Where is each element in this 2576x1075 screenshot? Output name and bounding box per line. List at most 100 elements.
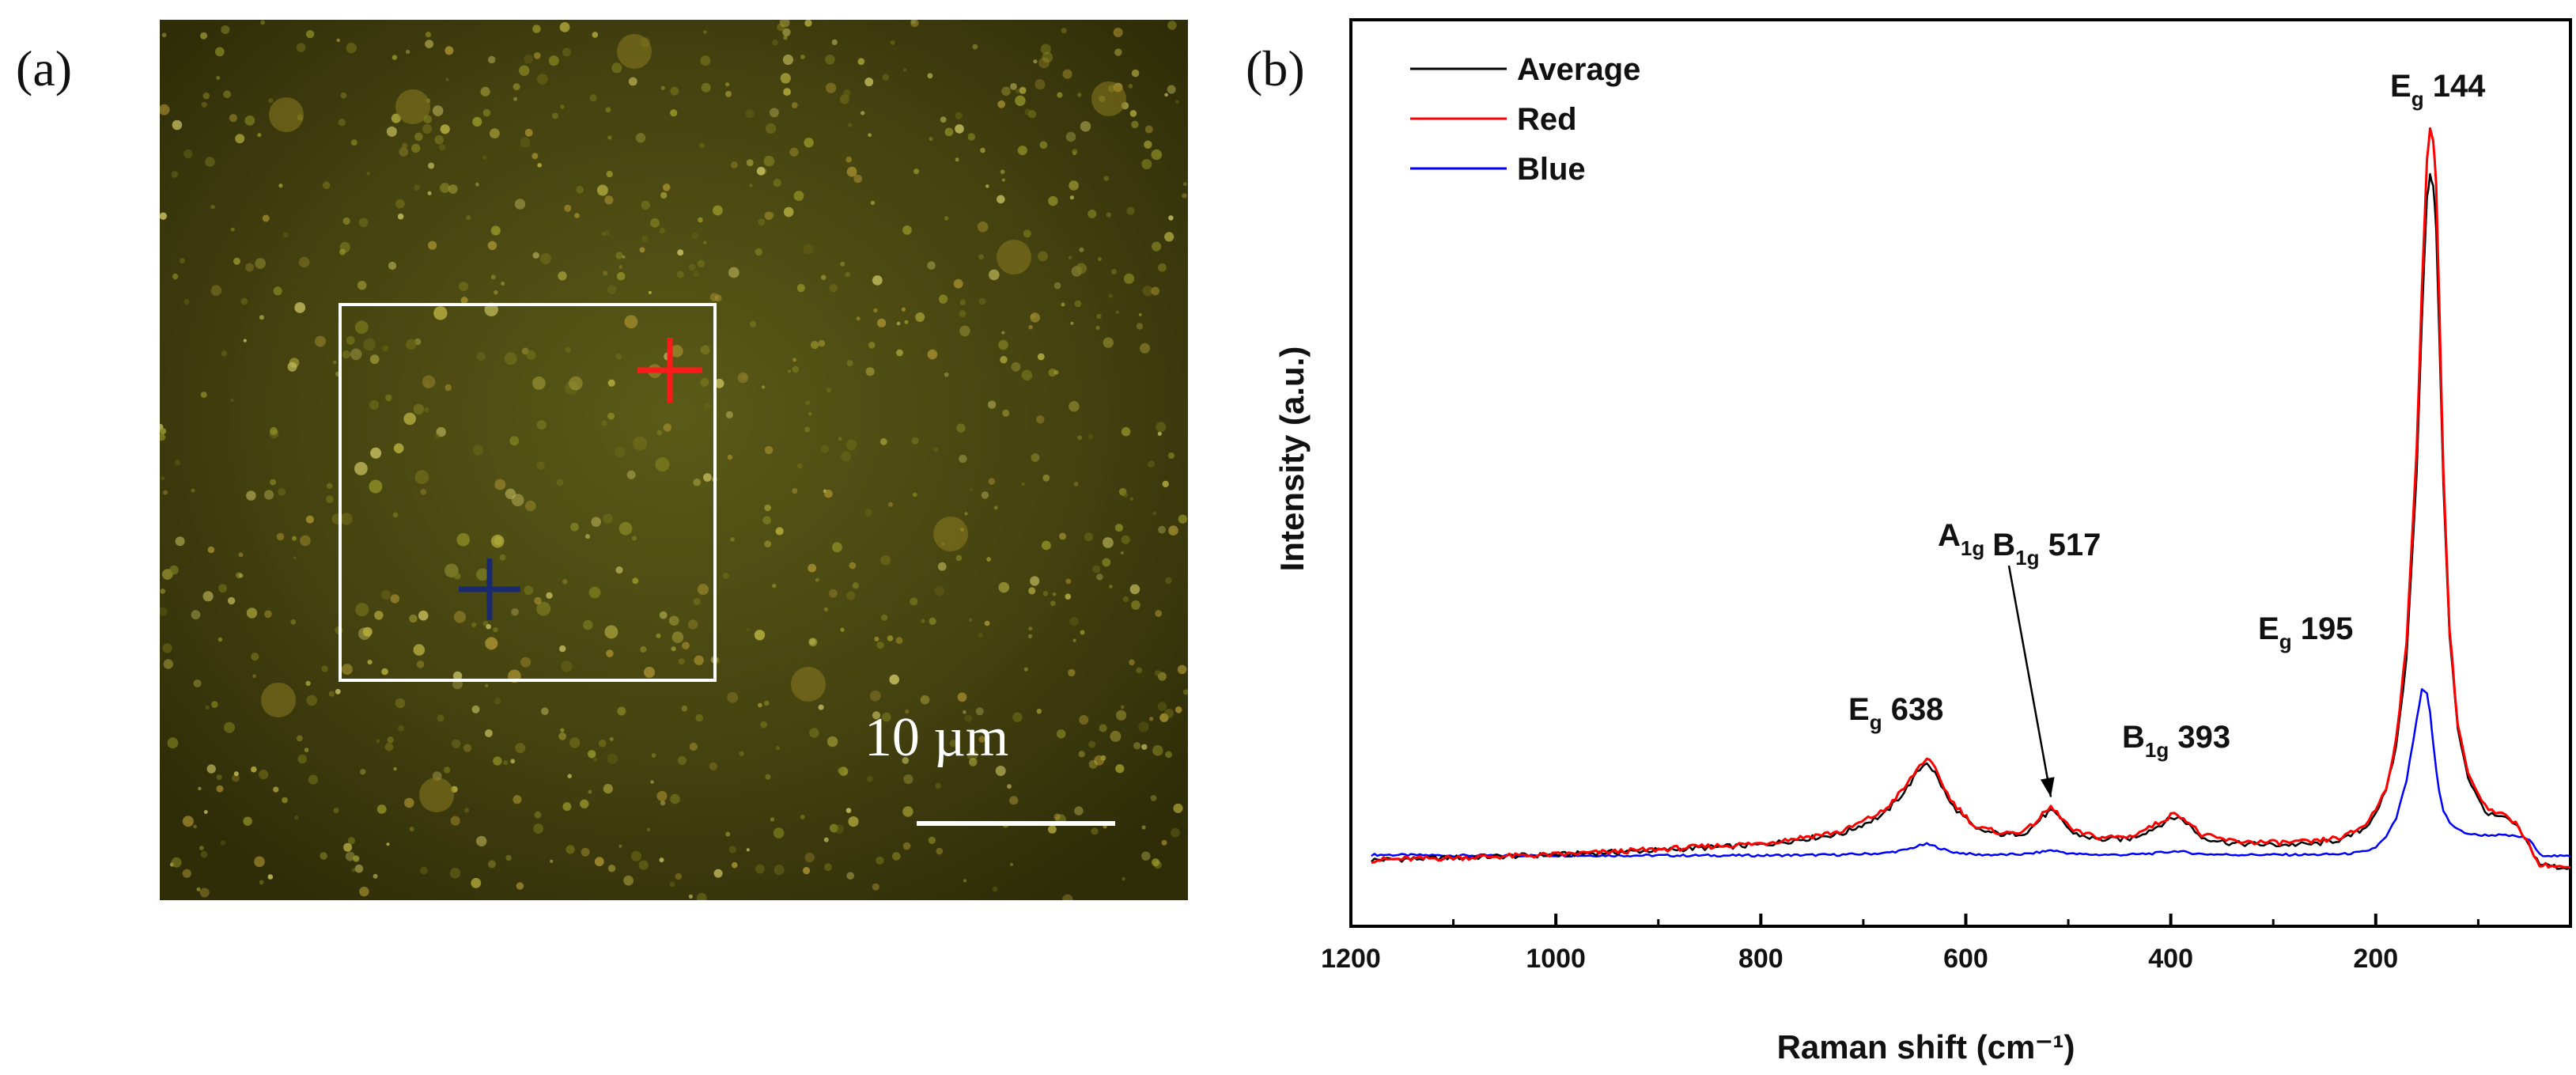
bright-blob [997, 240, 1031, 274]
speckle [567, 774, 572, 778]
speckle [725, 831, 731, 837]
speckle [1016, 89, 1021, 93]
speckle [697, 259, 705, 268]
speckle [902, 225, 912, 235]
speckle [968, 618, 973, 623]
speckle [700, 377, 709, 387]
speckle [1175, 100, 1179, 104]
speckle [845, 271, 851, 278]
speckle [338, 119, 346, 127]
speckle [867, 775, 873, 782]
speckle [628, 77, 637, 86]
speckle [852, 582, 859, 589]
speckle [355, 603, 369, 617]
speckle [693, 478, 701, 486]
speckle [921, 619, 925, 623]
speckle [305, 515, 314, 524]
x-tick-label: 200 [2353, 944, 2398, 974]
speckle [874, 636, 879, 642]
speckle [382, 345, 389, 352]
speckle [493, 627, 498, 633]
speckle [1074, 806, 1084, 816]
speckle [978, 297, 986, 305]
speckle [562, 802, 572, 812]
speckle [360, 769, 366, 775]
speckle [644, 666, 655, 678]
speckle [218, 584, 227, 593]
speckle [516, 882, 524, 890]
speckle [534, 811, 542, 819]
speckle [911, 437, 919, 445]
speckle [633, 436, 648, 451]
speckle [207, 546, 215, 554]
speckle [804, 426, 811, 433]
speckle [880, 555, 891, 566]
speckle [1068, 256, 1072, 259]
speckle [386, 842, 390, 846]
speckle [765, 123, 777, 134]
speckle [601, 232, 606, 236]
speckle [1161, 839, 1167, 846]
speckle [763, 155, 775, 167]
speckle [701, 82, 711, 93]
x-tick-label: 1000 [1526, 944, 1586, 974]
speckle [1136, 667, 1142, 674]
bright-blob [395, 89, 430, 124]
speckle [541, 707, 549, 715]
speckle [259, 770, 269, 780]
speckle [1052, 592, 1057, 596]
speckle [1131, 69, 1140, 78]
speckle [631, 536, 637, 541]
speckle [505, 488, 516, 499]
speckle [868, 342, 876, 349]
speckle [524, 585, 534, 596]
speckle [963, 879, 966, 883]
speckle [640, 645, 647, 653]
speckle [183, 149, 193, 159]
speckle [216, 774, 222, 781]
speckle [1048, 368, 1057, 377]
speckle [485, 683, 489, 688]
speckle [416, 661, 425, 668]
speckle [200, 32, 208, 40]
speckle [1042, 474, 1050, 482]
speckle [682, 642, 690, 649]
speckle [216, 76, 221, 80]
speckle [332, 360, 337, 365]
speckle [290, 619, 297, 625]
speckle [160, 428, 167, 435]
speckle [452, 671, 463, 681]
speckle [1103, 337, 1114, 348]
speckle [1144, 125, 1153, 134]
speckle [623, 875, 634, 886]
speckle [1028, 626, 1033, 631]
speckle [160, 212, 167, 220]
speckle [788, 369, 792, 373]
speckle [1036, 415, 1045, 424]
speckle [827, 736, 838, 748]
speckle [191, 610, 201, 620]
speckle [342, 217, 350, 225]
speckle [392, 512, 399, 518]
speckle [698, 217, 703, 223]
peak-label: Eg 144 [2390, 69, 2486, 111]
speckle [570, 522, 579, 532]
speckle [656, 430, 663, 436]
speckle [476, 835, 487, 847]
speckle [703, 473, 712, 482]
speckle [1152, 241, 1162, 252]
speckle [774, 865, 785, 876]
speckle [339, 248, 346, 256]
speckle [566, 845, 575, 854]
speckle [675, 872, 683, 880]
speckle [912, 745, 916, 749]
speckle [1168, 452, 1175, 459]
speckle [205, 157, 215, 167]
speckle [392, 55, 398, 60]
speckle [1136, 323, 1144, 330]
speckle [473, 445, 484, 456]
speckle [267, 874, 274, 880]
speckle [1168, 215, 1174, 221]
speckle [214, 47, 225, 57]
speckle [433, 306, 448, 320]
